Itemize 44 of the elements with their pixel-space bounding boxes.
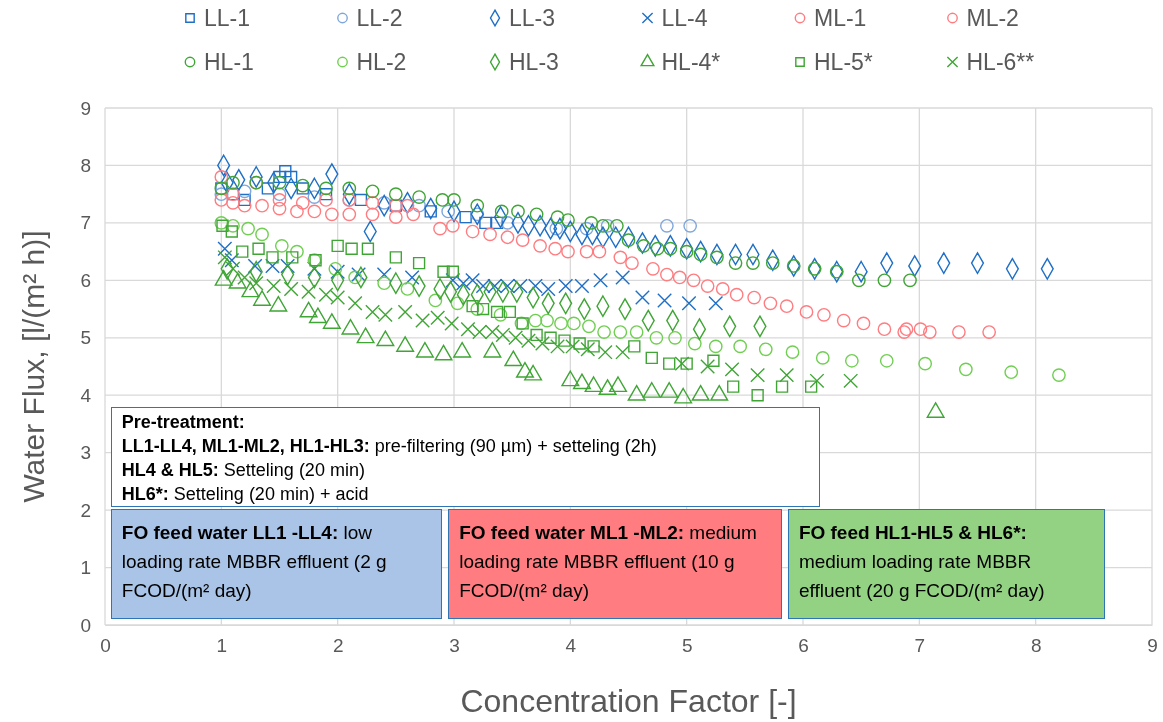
legend-label: HL-4*: [661, 49, 721, 76]
annotation: Pre-treatment:: [121, 411, 245, 432]
x-tick-label: 3: [449, 635, 460, 657]
y-tick-label: 9: [80, 97, 91, 119]
legend-label: LL-4: [661, 5, 708, 32]
y-tick-label: 1: [80, 557, 91, 579]
y-tick-label: 8: [80, 155, 91, 177]
legend-label: ML-2: [966, 5, 1019, 32]
legend-label: LL-3: [509, 5, 556, 32]
annotation: LL1-LL4, ML1-ML2, HL1-HL3: pre-filtering (90 µm) + setteling (2h): [121, 435, 657, 456]
x-tick-label: 7: [914, 635, 926, 657]
x-tick-label: 1: [216, 635, 228, 657]
y-tick-label: 6: [80, 269, 91, 291]
annotation: FO feed water ML1 -ML2: medium loading rate MBBR effluent (10 g FCOD/(m² day): [459, 521, 757, 601]
x-tick-label: 5: [681, 635, 693, 657]
legend-label: ML-1: [814, 5, 867, 32]
y-tick-label: 0: [80, 614, 91, 636]
annotation: HL6*: Setteling (20 min) + acid: [121, 483, 369, 504]
y-tick-label: 4: [80, 384, 92, 406]
legend-label: LL-2: [356, 5, 403, 32]
x-tick-label: 2: [332, 635, 344, 657]
y-tick-label: 2: [80, 499, 91, 521]
y-tick-label: 7: [80, 212, 91, 234]
legend-label: HL-5*: [814, 49, 873, 76]
text-box: FO feed HL1-HL5 & HL6*: medium loading rate MBBR effluent (20 g FCOD/(m² day): [787, 508, 1106, 620]
annotation: FO feed HL1-HL5 & HL6*: medium loading rate MBBR effluent (20 g FCOD/(m² day): [798, 521, 1045, 601]
y-tick-label: 3: [80, 442, 91, 464]
y-tick-label: 5: [80, 327, 91, 349]
legend-label: HL-1: [204, 49, 254, 76]
x-tick-label: 9: [1147, 635, 1158, 657]
legend-label: HL-3: [509, 49, 559, 76]
legend-label: HL-6**: [966, 49, 1035, 76]
legend-label: LL-1: [204, 5, 251, 32]
x-tick-label: 4: [565, 635, 577, 657]
x-tick-label: 8: [1030, 635, 1042, 657]
x-axis-title: Concentration Factor [-]: [460, 683, 797, 719]
text-box: FO feed water ML1 -ML2: medium loading rate MBBR effluent (10 g FCOD/(m² day): [448, 508, 783, 620]
annotation: HL4 & HL5: Setteling (20 min): [121, 459, 365, 480]
legend-label: HL-2: [356, 49, 407, 76]
y-axis-title: Water Flux, [l/(m² h)]: [17, 230, 50, 503]
text-box: FO feed water LL1 -LL4: low loading rate MBBR effluent (2 g FCOD/(m² day): [110, 508, 443, 620]
x-tick-label: 0: [100, 635, 111, 657]
annotation: FO feed water LL1 -LL4: low loading rate MBBR effluent (2 g FCOD/(m² day): [121, 521, 387, 601]
x-tick-label: 6: [798, 635, 809, 657]
